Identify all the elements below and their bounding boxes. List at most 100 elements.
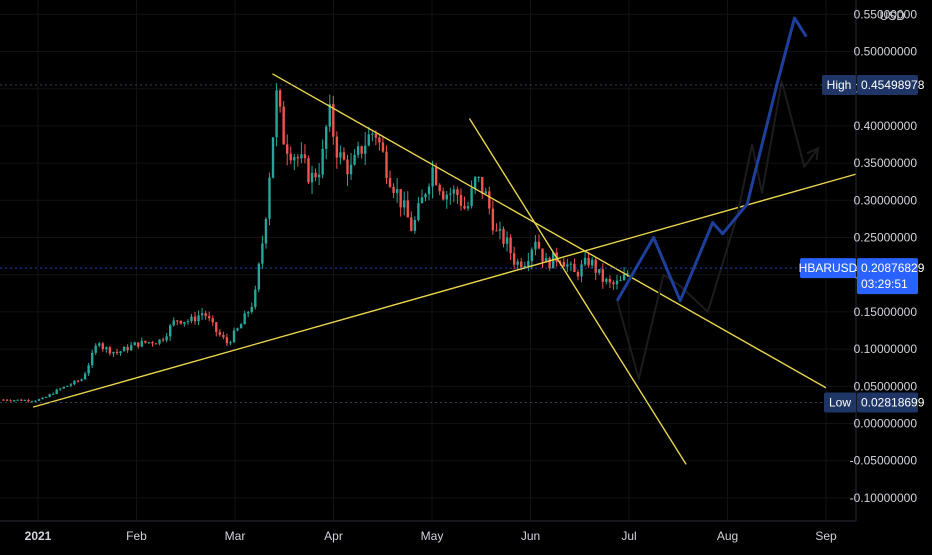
candle-body [317, 174, 321, 178]
candle-body [452, 189, 456, 194]
projection-path-blue[interactable] [615, 16, 808, 303]
candle-body [378, 137, 381, 143]
currency-label[interactable]: USD [880, 9, 906, 23]
y-tick-label: -0.10000000 [850, 491, 918, 505]
candle-body [548, 257, 551, 269]
candle-body [133, 342, 136, 346]
candle-body [590, 259, 594, 266]
candle-body [126, 346, 129, 351]
candle-body [236, 328, 239, 331]
low-tag-value-box [857, 392, 918, 413]
candle-body [254, 289, 257, 307]
candle-body [59, 388, 62, 390]
candle-body [424, 194, 427, 198]
candle-body [566, 264, 569, 267]
symbol-tag-box [800, 258, 856, 279]
candle-body [94, 345, 97, 353]
candle-body [417, 203, 420, 221]
candle-body [179, 320, 183, 324]
candle-body [168, 325, 172, 337]
trendline-descending-resistance[interactable] [272, 73, 827, 389]
axis-tags: High 0.45498978 Low 0.02818699 HBARUSD 0.2087… [0, 74, 925, 413]
candle-body [367, 134, 370, 146]
candle-body [282, 106, 285, 145]
candle-body [122, 346, 126, 352]
candle-body [385, 151, 388, 179]
candle-body [271, 137, 275, 178]
y-tick-label: -0.05000000 [850, 454, 918, 468]
candle-body [76, 380, 80, 382]
candle-body [218, 332, 222, 335]
trendline-steep-downtrend[interactable] [468, 118, 687, 465]
candle-body [360, 146, 363, 154]
candle-body [20, 399, 23, 401]
candle-body [30, 401, 34, 403]
candle-body [410, 217, 413, 231]
candle-body [537, 241, 541, 249]
candle-body [459, 195, 463, 206]
candle-body [399, 189, 402, 208]
candle-body [339, 152, 342, 158]
x-tick-label: Jun [521, 529, 540, 543]
candle-body [392, 186, 395, 193]
candle-body [151, 342, 154, 344]
candlestick-series [2, 82, 629, 403]
candle-body [527, 260, 530, 267]
candle-body [364, 145, 367, 154]
candle-body [427, 186, 431, 195]
candle-body [112, 351, 115, 354]
candle-body [502, 229, 505, 244]
candle-body [48, 394, 51, 397]
candle-body [215, 322, 218, 333]
candle-body [129, 345, 133, 351]
candle-body [286, 144, 289, 154]
candle-body [207, 316, 211, 319]
candle-body [626, 273, 629, 275]
candle-body [321, 148, 324, 175]
time-axis[interactable]: 2021 Feb Mar Apr May Jun Jul Aug Sep [25, 529, 837, 543]
candle-body [225, 337, 229, 344]
candle-body [484, 191, 487, 194]
candle-body [576, 272, 580, 277]
candle-body [406, 200, 409, 218]
candle-body [165, 336, 168, 341]
candle-body [41, 397, 44, 400]
trendline-ascending-support[interactable] [32, 173, 856, 408]
candle-body [158, 339, 161, 344]
candle-body [23, 400, 27, 402]
candle-body [246, 312, 250, 314]
candle-body [470, 188, 473, 207]
candle-body [434, 167, 438, 185]
candle-body [456, 189, 459, 196]
candle-body [573, 263, 576, 273]
high-tag-value-text: 0.45498978 [861, 78, 925, 92]
candle-body [222, 334, 225, 338]
y-tick-label: 0.15000000 [854, 305, 918, 319]
candle-body [73, 380, 76, 385]
candle-body [55, 389, 58, 394]
candle-body [140, 340, 144, 347]
candle-body [413, 220, 417, 231]
candle-body [615, 280, 619, 285]
last-price-tag-box [857, 258, 918, 295]
candle-body [268, 177, 271, 219]
candle-body [147, 342, 151, 344]
candle-body [466, 206, 470, 209]
candle-body [261, 243, 264, 264]
candle-body [332, 103, 335, 137]
candle-body [119, 351, 122, 354]
candle-body [569, 263, 573, 265]
candle-body [296, 157, 300, 159]
candle-body [374, 133, 378, 138]
candle-body [186, 321, 190, 323]
high-tag-label-text: High [827, 78, 852, 92]
candle-body [278, 90, 282, 107]
candle-body [257, 263, 261, 290]
y-tick-label: 0.25000000 [854, 231, 918, 245]
candle-body [204, 313, 207, 317]
candle-body [612, 282, 615, 285]
candle-body [601, 269, 604, 282]
candle-body [190, 316, 193, 322]
